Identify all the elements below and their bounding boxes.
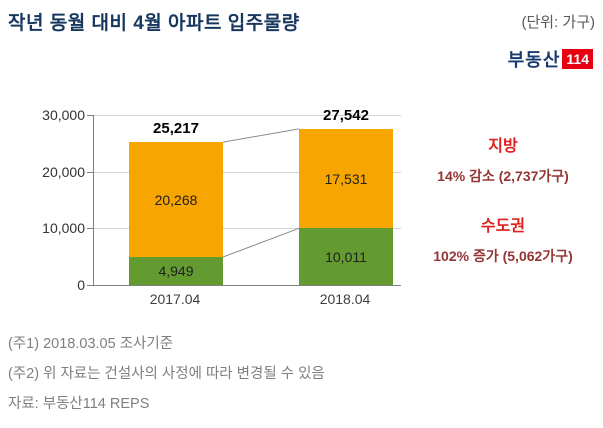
connector-line-segment — [222, 227, 300, 258]
bar-segment-jibang-2018: 17,531 — [299, 129, 393, 229]
y-axis-tickmark — [87, 172, 93, 173]
y-axis-tickmark — [87, 228, 93, 229]
total-label-2017: 25,217 — [153, 120, 199, 138]
segment-value-label: 17,531 — [324, 170, 368, 187]
brand-logo: 부동산 114 — [508, 46, 593, 72]
footnote-2: (주2) 위 자료는 건설사의 사정에 따라 변경될 수 있음 — [8, 366, 325, 382]
y-axis-tick-label: 0 — [77, 277, 85, 293]
y-axis-tick-label: 30,000 — [42, 107, 85, 123]
footnote-1: (주1) 2018.03.05 조사기준 — [8, 336, 174, 352]
annotation-region-detail: 14% 감소 (2,737가구) — [437, 168, 569, 184]
bar-segment-sudogwon-2017: 4,949 — [129, 257, 223, 285]
total-label-2018: 27,542 — [323, 106, 369, 124]
annotation-region-name: 수도권 — [480, 218, 526, 235]
y-axis-tickmark — [87, 285, 93, 286]
unit-label: (단위: 가구) — [521, 14, 595, 31]
gridline — [94, 115, 401, 116]
segment-value-label: 10,011 — [325, 248, 367, 265]
bar-segment-jibang-2017: 20,268 — [129, 142, 223, 257]
y-axis-tick-label: 20,000 — [42, 164, 85, 180]
x-axis-label-2018: 2018.04 — [319, 291, 371, 307]
bar-segment-sudogwon-2018: 10,011 — [299, 228, 393, 285]
y-axis-tick-label: 10,000 — [42, 220, 85, 236]
source-note: 자료: 부동산114 REPS — [8, 396, 150, 412]
bar-2018-04: 17,531 10,011 — [299, 129, 393, 285]
annotation-region-detail: 102% 증가 (5,062가구) — [433, 248, 573, 264]
annotation-region-name: 지방 — [488, 138, 518, 155]
segment-value-label: 20,268 — [154, 191, 198, 208]
gridline — [94, 171, 401, 173]
brand-logo-text: 부동산 — [507, 50, 561, 70]
connector-line-total — [222, 128, 300, 143]
footnotes: (주1) 2018.03.05 조사기준 (주2) 위 자료는 건설사의 사정에… — [8, 332, 325, 422]
brand-logo-badge: 114 — [562, 49, 593, 69]
annotation-block: 지방 14% 감소 (2,737가구) 수도권 102% 증가 (5,062가구… — [408, 132, 598, 266]
plot-area: 20,268 4,949 17,531 10,011 25,217 27,542 — [93, 107, 401, 286]
bar-2017-04: 20,268 4,949 — [129, 142, 223, 285]
page-title: 작년 동월 대비 4월 아파트 입주물량 — [8, 13, 300, 34]
segment-value-label: 4,949 — [158, 263, 194, 279]
x-axis-label-2017: 2017.04 — [149, 291, 201, 307]
y-axis-tickmark — [87, 115, 93, 116]
